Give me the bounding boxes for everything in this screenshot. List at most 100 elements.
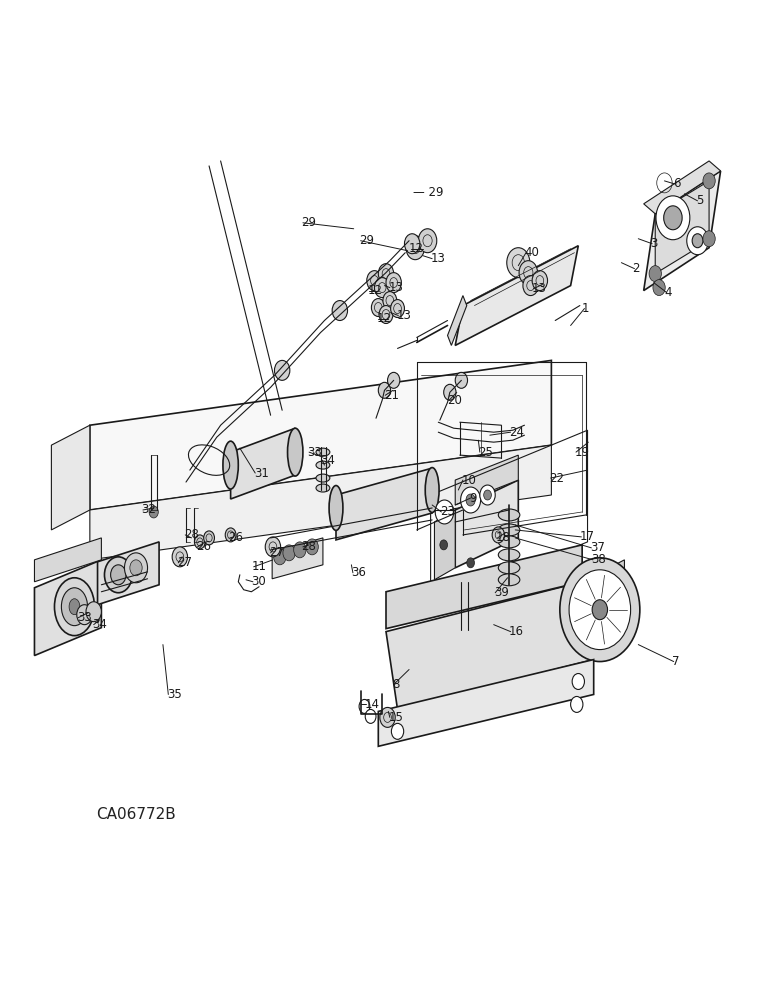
Text: 6: 6 (673, 177, 680, 190)
Text: 12: 12 (367, 284, 383, 297)
Polygon shape (435, 510, 455, 580)
Text: 20: 20 (448, 394, 462, 407)
Ellipse shape (223, 441, 239, 489)
Polygon shape (378, 660, 594, 746)
Circle shape (275, 360, 290, 380)
Text: 8: 8 (392, 678, 400, 691)
Text: 1: 1 (582, 302, 590, 315)
Text: 30: 30 (252, 575, 266, 588)
Text: 12: 12 (377, 312, 391, 325)
Circle shape (380, 707, 395, 727)
Polygon shape (455, 455, 518, 505)
Text: 32: 32 (141, 503, 156, 516)
Text: 36: 36 (351, 566, 366, 579)
Polygon shape (655, 181, 709, 274)
Circle shape (406, 236, 425, 260)
Text: 31: 31 (254, 467, 269, 480)
Circle shape (306, 539, 318, 555)
Text: 33: 33 (307, 446, 322, 459)
Circle shape (692, 234, 703, 248)
Text: 13: 13 (431, 252, 445, 265)
Text: 34: 34 (92, 618, 107, 631)
Text: 13: 13 (388, 281, 403, 294)
Text: 39: 39 (493, 586, 509, 599)
Circle shape (391, 300, 405, 318)
Circle shape (86, 602, 101, 622)
Circle shape (367, 271, 382, 291)
Text: 11: 11 (252, 560, 266, 573)
Circle shape (104, 557, 132, 593)
Polygon shape (97, 542, 159, 605)
Circle shape (653, 280, 665, 296)
Circle shape (569, 570, 631, 650)
Ellipse shape (498, 549, 520, 561)
Polygon shape (52, 425, 90, 530)
Circle shape (455, 372, 468, 388)
Circle shape (149, 506, 158, 518)
Circle shape (172, 547, 188, 567)
Text: 24: 24 (509, 426, 524, 439)
Text: 40: 40 (524, 246, 540, 259)
Circle shape (572, 674, 584, 689)
Circle shape (391, 723, 404, 739)
Ellipse shape (287, 428, 303, 476)
Circle shape (461, 487, 481, 513)
Circle shape (386, 273, 401, 293)
Text: 14: 14 (364, 698, 380, 711)
Circle shape (418, 229, 437, 253)
Text: 27: 27 (269, 546, 284, 559)
Circle shape (388, 372, 400, 388)
Circle shape (110, 565, 126, 585)
Circle shape (519, 261, 537, 285)
Text: 16: 16 (509, 625, 524, 638)
Circle shape (444, 384, 456, 400)
Ellipse shape (329, 486, 343, 530)
Circle shape (383, 292, 397, 310)
Polygon shape (644, 161, 720, 214)
Text: 19: 19 (574, 446, 590, 459)
Text: 10: 10 (462, 474, 476, 487)
Ellipse shape (498, 574, 520, 586)
Ellipse shape (69, 599, 80, 615)
Polygon shape (336, 468, 432, 540)
Text: 38: 38 (591, 553, 606, 566)
Text: 25: 25 (479, 446, 493, 459)
Circle shape (532, 271, 547, 291)
Text: 28: 28 (184, 528, 198, 541)
Circle shape (649, 266, 662, 282)
Text: 34: 34 (320, 454, 336, 467)
Circle shape (365, 709, 376, 723)
Polygon shape (35, 538, 101, 582)
Circle shape (592, 600, 608, 620)
Ellipse shape (55, 578, 94, 636)
Circle shape (378, 264, 394, 284)
Ellipse shape (316, 484, 330, 492)
Polygon shape (644, 171, 720, 291)
Circle shape (379, 306, 393, 323)
Circle shape (225, 528, 236, 542)
Circle shape (571, 696, 583, 712)
Ellipse shape (316, 474, 330, 482)
Text: 15: 15 (388, 711, 403, 724)
Circle shape (664, 206, 682, 230)
Circle shape (274, 549, 286, 565)
Text: 3: 3 (650, 237, 657, 250)
Text: 12: 12 (409, 242, 424, 255)
Text: 7: 7 (672, 655, 679, 668)
Circle shape (506, 248, 530, 278)
Circle shape (371, 299, 385, 317)
Circle shape (523, 276, 538, 296)
Text: 5: 5 (696, 194, 703, 207)
Text: — 29: — 29 (413, 186, 443, 199)
Ellipse shape (498, 524, 520, 536)
Text: 37: 37 (590, 541, 604, 554)
Ellipse shape (316, 448, 330, 456)
Polygon shape (273, 538, 323, 579)
Text: 21: 21 (384, 389, 398, 402)
Circle shape (687, 227, 708, 255)
Circle shape (435, 500, 454, 524)
Ellipse shape (498, 562, 520, 574)
Circle shape (374, 278, 390, 298)
Circle shape (440, 540, 448, 550)
Circle shape (703, 173, 715, 189)
